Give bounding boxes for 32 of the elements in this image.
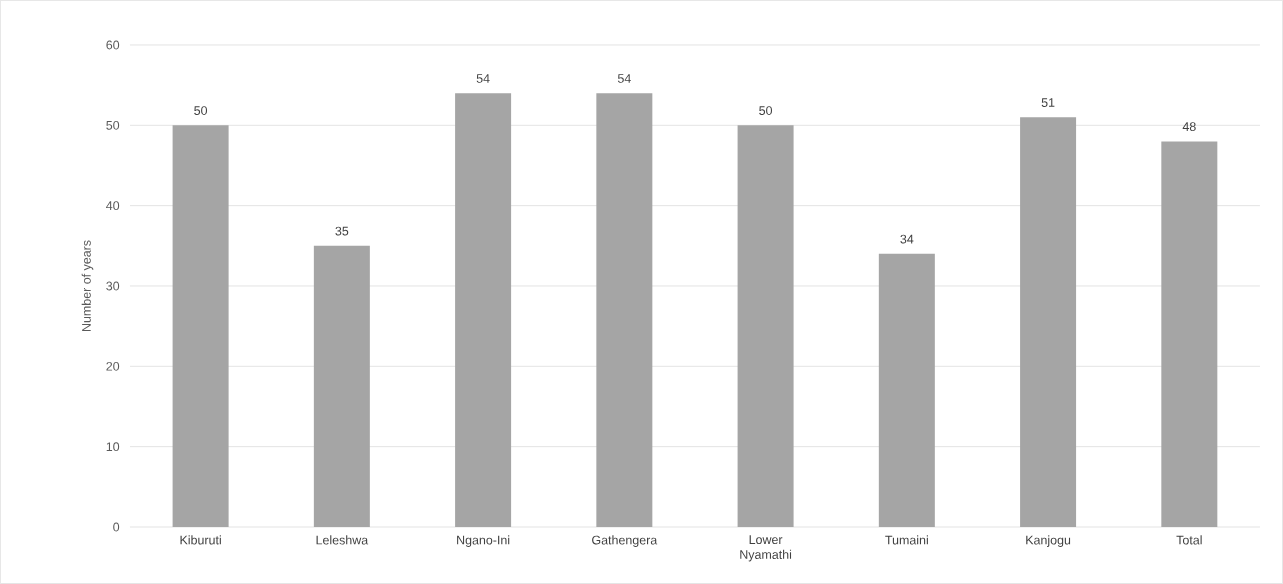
data-label: 50: [759, 106, 773, 115]
data-label: 50: [194, 106, 208, 115]
x-tick-label: Gathengera: [592, 535, 658, 547]
y-tick-label: 20: [106, 361, 120, 371]
y-tick-label: 10: [106, 442, 120, 452]
data-label: 54: [617, 74, 631, 83]
x-tick-label: Total: [1176, 535, 1202, 545]
data-label: 48: [1182, 122, 1196, 132]
y-tick-label: 30: [106, 281, 120, 291]
x-tick-label: Kanjogu: [1026, 535, 1071, 547]
bar: [1020, 117, 1077, 528]
y-axis-title: Number of years: [81, 240, 94, 332]
bar: [737, 125, 794, 528]
bar: [172, 125, 229, 528]
x-tick-label: Ngano-Ini: [457, 535, 510, 547]
x-tick-label: Leleshwa: [316, 535, 369, 545]
y-tick-label: 40: [106, 201, 120, 211]
data-label: 35: [335, 226, 349, 236]
x-tick-label: Lower Nyamathi: [740, 535, 792, 562]
data-label: 51: [1041, 98, 1055, 107]
y-tick-label: 0: [113, 522, 120, 532]
data-label: 54: [476, 74, 490, 83]
bar: [596, 93, 653, 528]
data-label: 34: [900, 234, 914, 244]
bar: [878, 253, 935, 528]
x-tick-label: Kiburuti: [180, 535, 221, 545]
bar: [313, 245, 370, 528]
x-tick-label: Tumaini: [885, 535, 928, 545]
y-tick-label: 50: [106, 120, 120, 130]
bar: [455, 93, 512, 528]
y-tick-label: 60: [106, 40, 120, 50]
bar: [1161, 141, 1218, 528]
